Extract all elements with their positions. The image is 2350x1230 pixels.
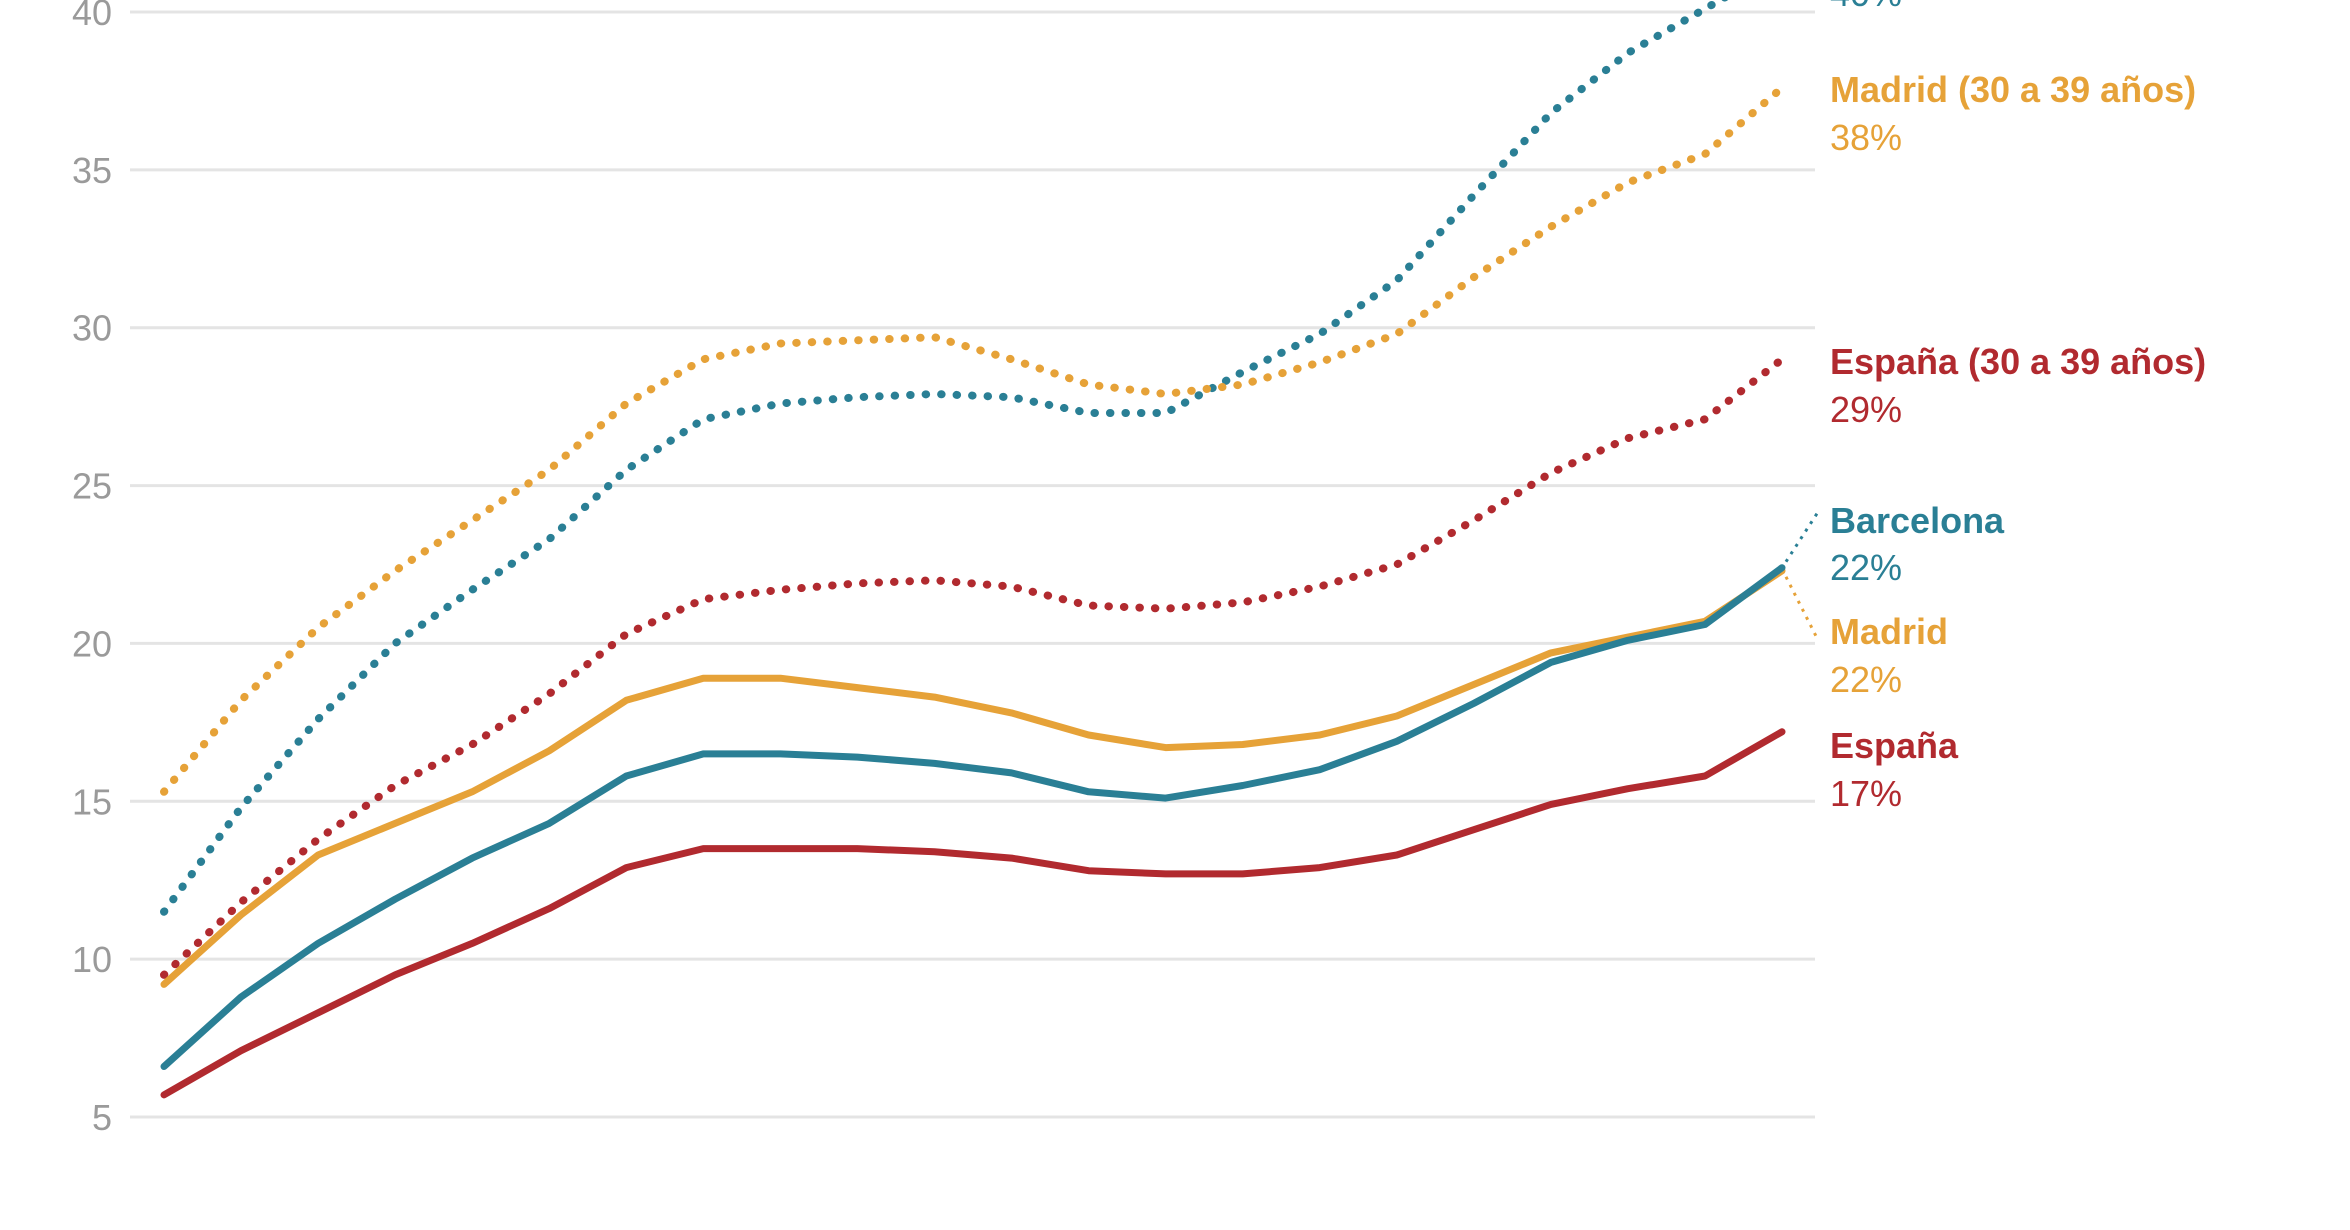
series-end-name-4: Barcelona: [1830, 500, 2005, 541]
y-tick-label-10: 10: [72, 939, 112, 980]
series-line-5: [160, 728, 1786, 1099]
series-line-3: [160, 567, 1786, 988]
series-end-name-3: Madrid: [1830, 611, 1948, 652]
series-end-name-2: España (30 a 39 años): [1830, 341, 2206, 382]
series-line-4: [160, 564, 1786, 1070]
series-end-labels: 40% Madrid (30 a 39 años) 38% España (30 a …: [1830, 0, 2206, 814]
series-end-value-5: 17%: [1830, 773, 1902, 814]
y-tick-label-35: 35: [72, 150, 112, 191]
y-tick-label-30: 30: [72, 308, 112, 349]
series-end-value-3: 22%: [1830, 659, 1902, 700]
label-connectors: [1784, 511, 1820, 641]
series-line-0: [160, 0, 1729, 916]
y-tick-label-25: 25: [72, 466, 112, 507]
series-end-value-4: 22%: [1830, 547, 1902, 588]
series-end-name-5: España: [1830, 725, 1959, 766]
series-end-value-0: 40%: [1830, 0, 1902, 14]
y-tick-label-15: 15: [72, 781, 112, 822]
series-line-1: [160, 83, 1786, 796]
barcelona-label-connector: [1784, 511, 1820, 563]
series-end-value-2: 29%: [1830, 389, 1902, 430]
series-layer: [160, 0, 1786, 1099]
series-end-value-1: 38%: [1830, 117, 1902, 158]
y-axis-tick-labels: 5 10 15 20 25 30 35 40: [72, 0, 112, 1138]
grid-layer: [130, 10, 1815, 1119]
y-tick-label-40: 40: [72, 0, 112, 33]
y-tick-label-5: 5: [92, 1097, 112, 1138]
madrid-label-connector: [1784, 576, 1820, 641]
series-end-name-1: Madrid (30 a 39 años): [1830, 69, 2196, 110]
series-line-2: [160, 355, 1786, 979]
y-tick-label-20: 20: [72, 623, 112, 664]
